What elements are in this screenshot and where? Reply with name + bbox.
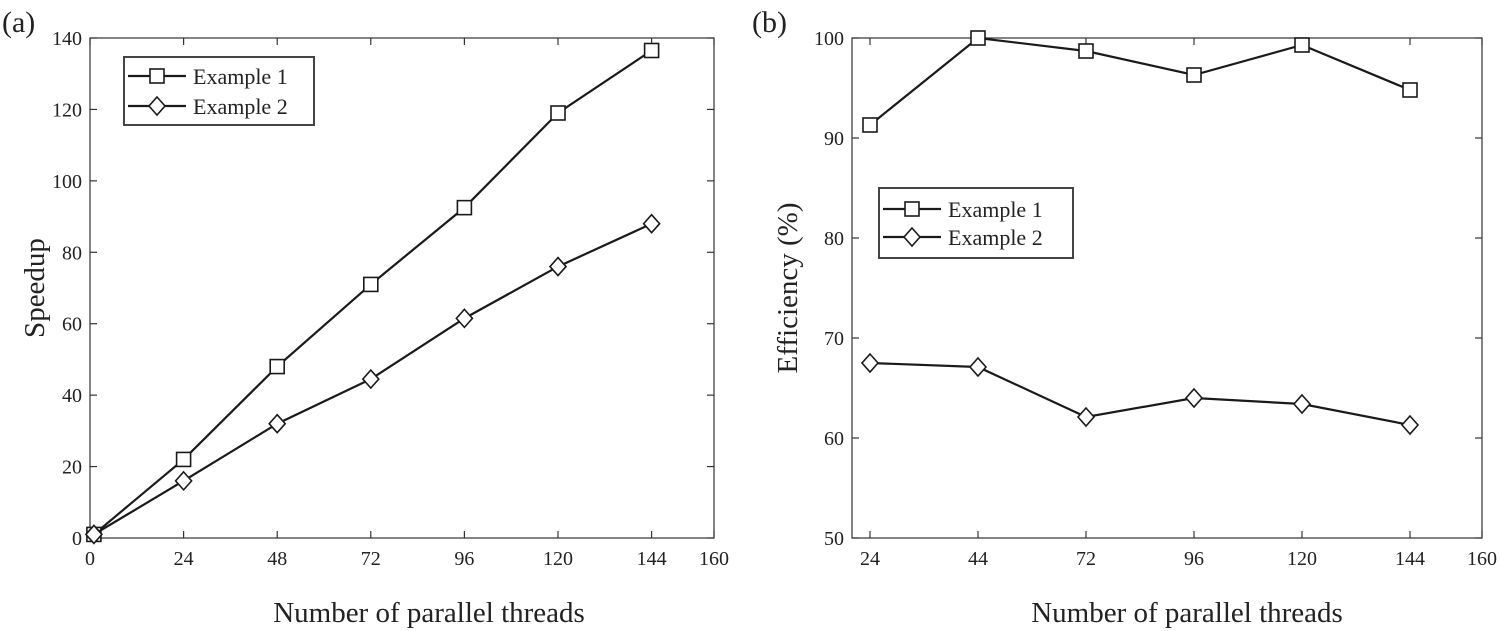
panel-a-y-tick-label: 0 [72, 528, 82, 550]
panel-a-legend-square-marker [149, 68, 165, 84]
panel-b-legend-label-example-2: Example 2 [948, 225, 1043, 250]
panel-b-data-point-example-1 [1402, 82, 1418, 98]
panel-b-y-tick-label: 90 [824, 128, 844, 150]
panel-a-x-tick-label: 160 [699, 548, 729, 570]
panel-a-label: (a) [2, 6, 35, 39]
panel-b-y-tick-label: 60 [824, 428, 844, 450]
panel-b-legend-diamond-marker [902, 226, 922, 248]
panel-b-data-point-example-2 [1400, 414, 1420, 436]
panel-a-x-tick-label: 0 [85, 548, 95, 570]
panel-a-x-tick-label: 48 [267, 548, 287, 570]
panel-a-data-point-example-1 [643, 42, 660, 59]
panel-b-series-line-example-1 [869, 36, 1411, 126]
panel-a-x-tick-label: 72 [361, 548, 381, 570]
panel-b-data-point-example-1 [1294, 37, 1310, 53]
panel-a-data-point-example-2 [548, 256, 568, 277]
panel-b-data-point-example-1 [970, 30, 986, 46]
panel-a-x-tick-label: 96 [454, 548, 474, 570]
panel-a-y-axis-title: Speedup [19, 238, 51, 338]
panel-b-y-tick-label: 80 [824, 228, 844, 250]
panel-b-data-point-example-2 [860, 352, 880, 374]
panel-a-data-point-example-2 [174, 470, 193, 492]
panel-a-legend-diamond-marker [147, 95, 167, 117]
panel-b-ticks: 24 44 72 96 120 144 160 50 60 70 80 90 100 [814, 28, 1497, 570]
panel-a-data-point-example-1 [175, 451, 192, 468]
panel-b-legend-square-marker [904, 201, 920, 217]
panel-b-data-point-example-2 [1076, 406, 1096, 428]
panel-b-x-tick-label: 120 [1287, 548, 1317, 570]
panel-a-legend: Example 1 Example 2 [123, 56, 315, 126]
panel-a-plot-frame [89, 37, 715, 539]
panel-a-data-point-example-1 [456, 199, 473, 216]
panel-b-data-point-example-1 [862, 117, 878, 133]
panel-b-data-point-example-2 [1292, 393, 1312, 415]
panel-b-x-tick-label: 160 [1467, 548, 1497, 570]
panel-a-data-point-example-1 [269, 358, 286, 375]
panel-a-y-tick-label: 80 [62, 242, 82, 264]
panel-b: (b) 24 44 72 96 120 144 160 50 60 70 80 90 100 Numbe… [752, 6, 1497, 629]
panel-a-legend-label-example-1: Example 1 [193, 64, 288, 89]
panel-b-x-tick-label: 44 [968, 548, 988, 570]
panel-b-data-point-example-1 [1186, 67, 1202, 83]
panel-a-data-point-example-2 [642, 213, 661, 234]
panel-b-x-tick-label: 24 [860, 548, 880, 570]
panel-b-legend-label-example-1: Example 1 [948, 197, 1043, 222]
panel-a: (a) 0 24 48 72 96 120 144 160 0 20 40 60 80 100 120 140… [2, 6, 729, 629]
panel-b-data-point-example-2 [1184, 387, 1204, 409]
panel-a-y-tick-label: 140 [52, 28, 82, 50]
panel-b-legend: Example 1 Example 2 [878, 187, 1074, 259]
panel-a-ticks: 0 24 48 72 96 120 144 160 0 20 40 60 80 100 120 140 [52, 28, 729, 570]
panel-b-y-tick-label: 70 [824, 328, 844, 350]
panel-b-x-tick-label: 72 [1076, 548, 1096, 570]
panel-a-data-point-example-2 [361, 368, 380, 390]
panel-b-data-point-example-1 [1078, 43, 1094, 59]
panel-a-x-tick-label: 144 [637, 548, 667, 570]
panel-a-legend-label-example-2: Example 2 [193, 94, 288, 119]
panel-b-y-axis-title: Efficiency (%) [772, 203, 804, 374]
panel-b-x-tick-label: 96 [1184, 548, 1204, 570]
panel-a-data-point-example-2 [84, 524, 103, 545]
panel-a-x-axis-title: Number of parallel threads [273, 597, 585, 629]
panel-b-y-tick-label: 50 [824, 528, 844, 550]
panel-b-y-tick-label: 100 [814, 28, 844, 50]
panel-a-y-tick-label: 40 [62, 385, 82, 407]
panel-a-y-tick-label: 20 [62, 457, 82, 479]
panel-b-series [860, 30, 1420, 436]
panel-b-plot-frame [851, 37, 1483, 539]
panel-a-data-point-example-2 [268, 413, 287, 434]
panel-a-y-tick-label: 120 [52, 99, 82, 121]
panel-b-x-axis-title: Number of parallel threads [1031, 597, 1343, 629]
panel-a-data-point-example-1 [362, 276, 379, 293]
panel-b-series-line-example-2 [869, 361, 1411, 427]
panel-a-data-point-example-1 [550, 105, 566, 121]
panel-a-y-tick-label: 100 [52, 171, 82, 193]
panel-a-series [84, 42, 661, 545]
panel-a-data-point-example-2 [455, 308, 474, 329]
panel-a-x-tick-label: 120 [543, 548, 573, 570]
panel-b-data-point-example-2 [968, 356, 988, 378]
panel-a-y-tick-label: 60 [62, 314, 82, 336]
panel-a-x-tick-label: 24 [174, 548, 194, 570]
panel-b-x-tick-label: 144 [1395, 548, 1425, 570]
panel-b-label: (b) [752, 6, 787, 39]
